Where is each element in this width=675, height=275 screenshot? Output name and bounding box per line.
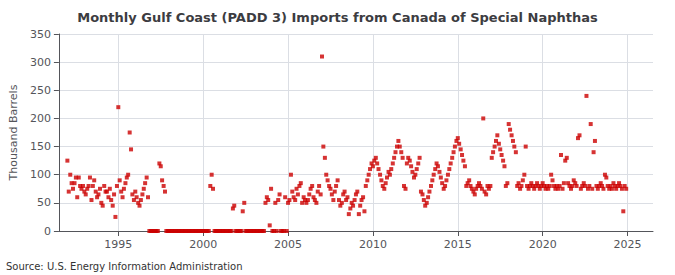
svg-text:250: 250 — [30, 84, 51, 97]
svg-text:300: 300 — [30, 56, 51, 69]
svg-text:Thousand Barrels: Thousand Barrels — [7, 84, 20, 181]
svg-text:2000: 2000 — [189, 238, 217, 251]
svg-text:2005: 2005 — [274, 238, 302, 251]
svg-text:50: 50 — [37, 196, 51, 209]
svg-text:2010: 2010 — [359, 238, 387, 251]
svg-text:0: 0 — [44, 225, 51, 238]
svg-text:100: 100 — [30, 168, 51, 181]
svg-text:1995: 1995 — [104, 238, 132, 251]
svg-text:200: 200 — [30, 112, 51, 125]
svg-text:Monthly Gulf Coast (PADD 3) Im: Monthly Gulf Coast (PADD 3) Imports from… — [77, 10, 598, 25]
svg-text:350: 350 — [30, 28, 51, 41]
svg-text:150: 150 — [30, 140, 51, 153]
svg-text:2025: 2025 — [614, 238, 642, 251]
svg-text:2020: 2020 — [529, 238, 557, 251]
svg-text:2015: 2015 — [444, 238, 472, 251]
svg-text:Source: U.S. Energy Informatio: Source: U.S. Energy Information Administ… — [6, 261, 243, 272]
